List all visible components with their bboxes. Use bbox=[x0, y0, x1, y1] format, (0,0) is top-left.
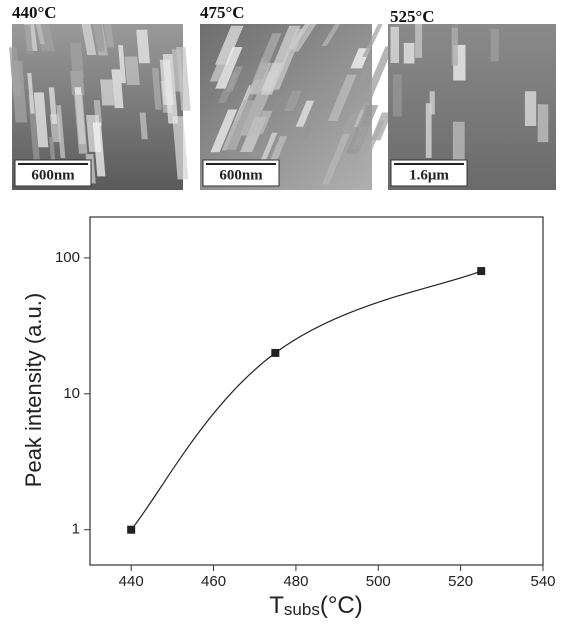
y-axis-label: Peak intensity (a.u.) bbox=[21, 293, 46, 487]
nanostructure bbox=[403, 42, 415, 64]
scale-bar-label: 600nm bbox=[219, 167, 263, 183]
nanostructure bbox=[93, 24, 105, 52]
marker bbox=[477, 267, 486, 276]
x-tick-label: 520 bbox=[448, 573, 473, 590]
x-tick-label: 540 bbox=[530, 573, 555, 590]
nanostructure bbox=[345, 105, 379, 154]
sem-images: 440°C 600nm 475°C 600nm 525°C 1.6μm bbox=[9, 3, 556, 190]
nanostructure bbox=[451, 27, 458, 66]
y-tick-label: 10 bbox=[63, 385, 80, 402]
x-tick-label: 440 bbox=[119, 573, 144, 590]
nanostructure bbox=[81, 24, 97, 56]
nanostructure bbox=[209, 36, 238, 82]
y-tick-label: 100 bbox=[55, 249, 80, 266]
nanostructure bbox=[92, 122, 106, 177]
nanostructure bbox=[292, 24, 317, 52]
x-tick-label: 480 bbox=[283, 573, 308, 590]
nanostructure bbox=[537, 104, 549, 143]
nanostructure bbox=[362, 120, 385, 162]
nanostructure bbox=[162, 54, 179, 124]
nanostructure bbox=[111, 69, 124, 109]
nanostructure bbox=[35, 24, 45, 45]
nanostructure bbox=[524, 91, 537, 126]
nanostructure bbox=[139, 112, 148, 140]
nanostructure bbox=[172, 116, 189, 180]
image-label: 475°C bbox=[200, 3, 245, 22]
image-label: 440°C bbox=[12, 3, 57, 22]
x-tick-label: 460 bbox=[201, 573, 226, 590]
marker bbox=[127, 525, 136, 534]
nanostructure bbox=[362, 24, 383, 58]
nanostructure bbox=[118, 45, 126, 84]
scale-bar-label: 600nm bbox=[31, 167, 75, 183]
nanostructure bbox=[10, 60, 28, 123]
nanostructure bbox=[215, 46, 243, 89]
nanostructure bbox=[300, 95, 325, 141]
nanostructure bbox=[151, 67, 162, 110]
x-tick-label: 500 bbox=[366, 573, 391, 590]
nanostructure bbox=[74, 94, 88, 154]
nanostructure bbox=[223, 100, 257, 150]
nanostructure bbox=[415, 24, 423, 58]
nanostructure bbox=[425, 103, 432, 158]
nanostructure bbox=[33, 92, 49, 148]
nanostructure bbox=[253, 33, 282, 80]
nanostructure bbox=[321, 24, 341, 46]
nanostructure bbox=[327, 74, 357, 121]
nanostructure bbox=[295, 100, 315, 127]
x-label-main: T bbox=[269, 592, 284, 619]
nanostructure bbox=[359, 46, 394, 110]
nanostructure bbox=[490, 28, 499, 62]
nanostructure bbox=[268, 136, 288, 166]
nanostructure bbox=[124, 56, 140, 86]
nanostructure bbox=[392, 74, 402, 117]
nanostructure bbox=[429, 91, 435, 115]
y-tick-label: 1 bbox=[72, 521, 80, 538]
nanostructure bbox=[103, 24, 115, 48]
image-label: 525°C bbox=[390, 7, 435, 26]
nanostructure bbox=[48, 87, 58, 124]
x-label-unit: (°C) bbox=[320, 592, 363, 619]
nanostructure bbox=[390, 26, 400, 63]
nanostructure bbox=[100, 79, 115, 106]
nanostructure bbox=[176, 46, 191, 111]
nanostructure bbox=[321, 133, 350, 185]
nanostructure bbox=[253, 110, 273, 134]
nanostructure bbox=[210, 109, 238, 153]
marker bbox=[271, 348, 280, 357]
nanostructure bbox=[225, 66, 243, 93]
nanostructure bbox=[136, 29, 150, 64]
plot-frame bbox=[89, 216, 544, 566]
x-axis-label: Tsubs(°C) bbox=[269, 592, 363, 619]
nanostructure bbox=[69, 42, 84, 78]
nanostructure bbox=[48, 136, 56, 166]
x-label-subscript: subs bbox=[284, 600, 320, 619]
nanostructure bbox=[23, 24, 33, 54]
nanostructure bbox=[283, 90, 302, 111]
nanostructure bbox=[270, 28, 305, 90]
nanostructure bbox=[27, 73, 35, 114]
scale-bar-label: 1.6μm bbox=[409, 167, 449, 183]
curve bbox=[130, 270, 482, 531]
nanostructure bbox=[352, 61, 373, 95]
